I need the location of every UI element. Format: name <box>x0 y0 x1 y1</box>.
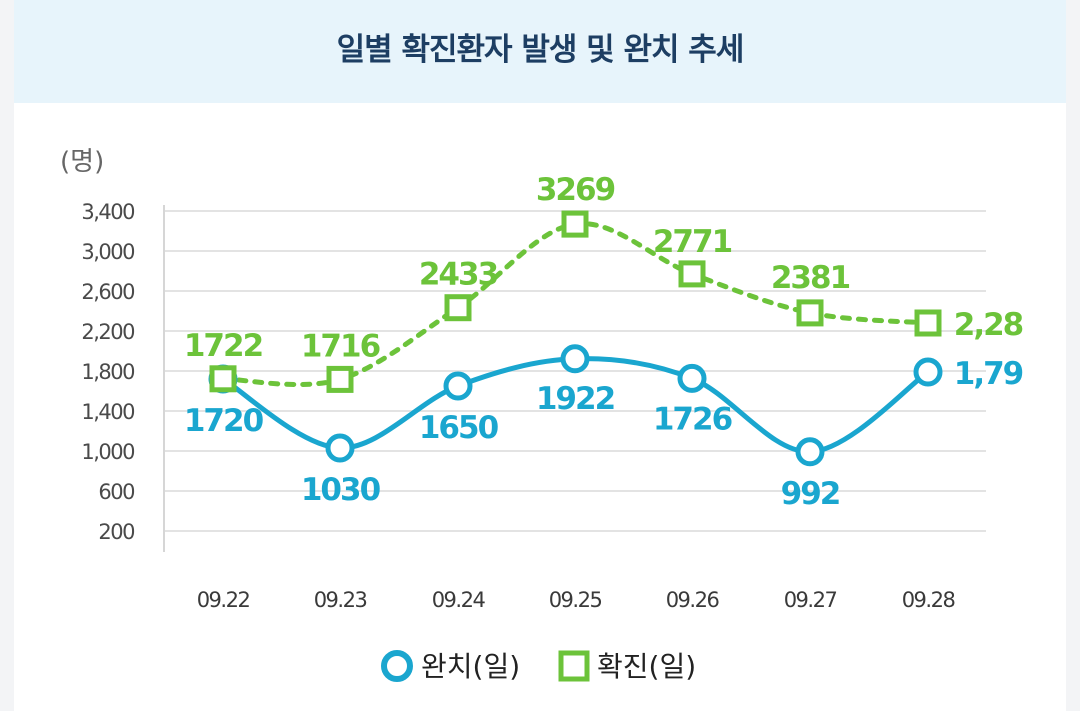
legend: 완치(일) 확진(일) <box>381 650 696 683</box>
x-tick-label: 09.23 <box>314 588 367 612</box>
chart-card: 일별 확진환자 발생 및 완치 추세 <box>14 0 1066 711</box>
recovered-data-label: 1030 <box>301 472 381 508</box>
legend-confirmed-marker <box>558 650 590 682</box>
confirmed-point <box>561 210 589 238</box>
confirmed-point <box>678 260 706 288</box>
recovered-point <box>325 433 355 463</box>
y-tick-label: 600 <box>98 480 134 504</box>
confirmed-data-label: 2381 <box>771 260 850 296</box>
y-tick-label: 1,000 <box>81 440 134 464</box>
y-tick-label: 1,800 <box>81 360 134 384</box>
grid-lines <box>163 205 986 552</box>
confirmed-point <box>914 309 942 337</box>
x-axis-ticks: 09.22 09.23 09.24 09.25 09.26 09.27 09.28 <box>197 588 956 612</box>
title-bar: 일별 확진환자 발생 및 완치 추세 <box>14 0 1066 103</box>
confirmed-data-label: 2,28 <box>954 307 1023 343</box>
confirmed-data-label: 2771 <box>653 224 732 260</box>
x-tick-label: 09.25 <box>549 588 602 612</box>
recovered-data-label: 992 <box>781 476 840 512</box>
series-markers <box>208 210 943 467</box>
y-tick-label: 200 <box>98 520 134 544</box>
x-tick-label: 09.26 <box>666 588 720 612</box>
confirmed-data-label: 2433 <box>419 257 498 293</box>
confirmed-point <box>796 299 824 327</box>
x-tick-label: 09.27 <box>784 588 837 612</box>
recovered-data-label: 1922 <box>536 381 614 417</box>
confirmed-data-label: 1716 <box>301 328 380 364</box>
legend-confirmed-label: 확진(일) <box>597 650 696 683</box>
x-tick-label: 09.24 <box>432 588 486 612</box>
confirmed-point <box>209 365 237 393</box>
y-axis-ticks: 3,400 3,000 2,600 2,200 1,800 1,400 1,000 600 20… <box>81 200 135 544</box>
data-labels: 1720 1030 1650 1922 1726 992 1,79 1722 1716 2433 3… <box>184 172 1025 512</box>
y-tick-label: 3,400 <box>81 200 134 224</box>
x-tick-label: 09.22 <box>197 588 250 612</box>
confirmed-data-label: 1722 <box>184 328 262 364</box>
recovered-point <box>560 344 590 374</box>
recovered-point <box>795 437 825 467</box>
confirmed-point <box>326 365 354 393</box>
confirmed-point <box>444 294 472 322</box>
recovered-data-label: 1726 <box>653 401 732 437</box>
legend-recovered-marker <box>381 650 413 682</box>
legend-recovered-label: 완치(일) <box>421 650 520 683</box>
recovered-data-label: 1720 <box>184 403 264 439</box>
y-tick-label: 2,600 <box>81 280 134 304</box>
y-tick-label: 3,000 <box>81 240 134 264</box>
y-tick-label: 1,400 <box>81 400 134 424</box>
chart-title: 일별 확진환자 발생 및 완치 추세 <box>336 32 745 68</box>
confirmed-data-label: 3269 <box>536 172 615 208</box>
recovered-point <box>443 371 473 401</box>
y-tick-label: 2,200 <box>81 320 134 344</box>
recovered-point <box>677 363 707 393</box>
y-unit-label: (명) <box>60 147 104 177</box>
recovered-data-label: 1,79 <box>954 356 1023 392</box>
recovered-point <box>913 357 943 387</box>
x-tick-label: 09.28 <box>902 588 955 612</box>
recovered-data-label: 1650 <box>419 410 499 446</box>
